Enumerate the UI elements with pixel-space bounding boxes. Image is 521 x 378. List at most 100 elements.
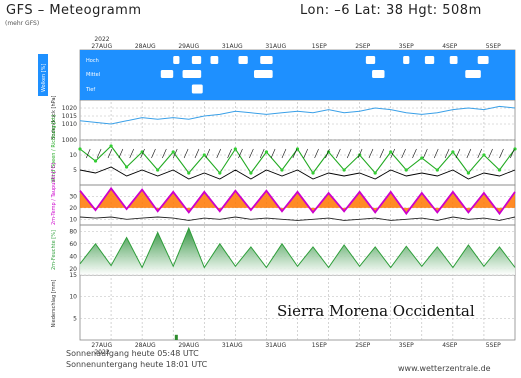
y-tick-humidity: 80 xyxy=(69,228,77,235)
cloud-row-label-mittel: Mittel xyxy=(86,72,100,78)
cloud-block xyxy=(182,70,202,78)
dewpoint-line xyxy=(79,216,516,221)
wind-gust-point xyxy=(78,147,82,151)
wind-barb xyxy=(510,148,515,159)
wind-gust-point xyxy=(404,168,408,172)
date-tick-bottom: 4SEP xyxy=(442,342,457,349)
wind-barb xyxy=(390,148,395,159)
wind-barb xyxy=(194,148,200,159)
cloud-block xyxy=(424,56,435,64)
cloud-sky-background xyxy=(80,50,515,100)
wind-barb xyxy=(303,148,308,159)
wind-barb xyxy=(325,148,330,159)
date-tick-top: 31AUG xyxy=(222,43,243,50)
sunset-text: Sonnenuntergang heute 18:01 UTC xyxy=(66,360,208,369)
date-tick-bottom: 27AUG xyxy=(91,342,112,349)
wind-barb xyxy=(401,148,406,159)
date-tick-top: 27AUG xyxy=(91,43,112,50)
date-tick-top: 2SEP xyxy=(355,43,370,50)
y-tick-pressure: 1020 xyxy=(62,105,77,112)
date-tick-bottom: 5SEP xyxy=(486,342,501,349)
y-tick-humidity: 60 xyxy=(69,241,77,248)
wind-barb xyxy=(466,148,472,159)
date-tick-bottom: 31AUG xyxy=(265,342,286,349)
wind-barb xyxy=(172,148,178,159)
wind-barb xyxy=(216,148,221,159)
date-tick-bottom: 1SEP xyxy=(312,342,327,349)
y-tick-temperature: 10 xyxy=(69,216,77,223)
wind-barb xyxy=(129,148,134,159)
chart-title: GFS – Meteogramm xyxy=(6,3,142,18)
date-tick-top: 31AUG xyxy=(265,43,286,50)
wind-barb xyxy=(379,148,385,159)
axis-label-pressure: Bodendruck [hPa] xyxy=(51,95,57,140)
precipitation-bar xyxy=(174,334,178,340)
date-tick-top: 3SEP xyxy=(399,43,414,50)
y-tick-precipitation: 5 xyxy=(73,315,77,322)
wind-gust-point xyxy=(233,147,237,151)
wind-barb xyxy=(336,148,341,159)
wind-gust-point xyxy=(264,150,269,154)
cloud-block xyxy=(260,56,273,64)
wind-gust-point xyxy=(466,171,470,175)
wind-barb xyxy=(151,148,156,159)
wind-gust-point xyxy=(451,150,455,154)
y-tick-humidity: 20 xyxy=(69,266,77,273)
y-tick-pressure: 1010 xyxy=(62,121,77,128)
wind-mean-line xyxy=(79,166,516,180)
cloud-block xyxy=(465,70,481,78)
date-tick-bottom: 29AUG xyxy=(178,342,199,349)
date-tick-top: 5SEP xyxy=(486,43,501,50)
cloud-block xyxy=(372,70,385,78)
date-tick-top: 1SEP xyxy=(312,43,327,50)
wind-gust-point xyxy=(373,171,377,175)
axis-label-precipitation: Niederschlag [mm] xyxy=(51,280,57,328)
wind-gust-point xyxy=(249,171,253,175)
wind-barb xyxy=(249,148,254,159)
year-label-top: 2022 xyxy=(94,36,109,43)
wind-barb xyxy=(455,148,461,159)
y-tick-temperature: 30 xyxy=(69,193,77,200)
wind-gust-point xyxy=(497,168,502,172)
wind-barb xyxy=(183,148,189,159)
cloud-block xyxy=(449,56,458,64)
cloud-block xyxy=(191,56,202,64)
wind-gust-point xyxy=(482,153,486,157)
wind-gust-point xyxy=(187,171,191,175)
wind-gust-point xyxy=(342,168,346,172)
wind-barb xyxy=(140,148,145,159)
wind-gust-point xyxy=(420,156,424,160)
y-tick-humidity: 40 xyxy=(69,253,77,260)
y-tick-pressure: 1015 xyxy=(62,113,77,120)
wind-gust-point xyxy=(311,171,315,175)
wind-barb xyxy=(357,148,363,159)
date-tick-bottom: 2SEP xyxy=(355,342,370,349)
axis-label-humidity: 2m-Feuchte [%] xyxy=(51,230,57,270)
wind-barb xyxy=(96,148,102,159)
wind-gust-point xyxy=(109,144,113,148)
wind-barb xyxy=(433,148,439,159)
y-tick-temperature: 20 xyxy=(69,205,77,212)
cloud-block xyxy=(160,70,174,78)
date-tick-top: 28AUG xyxy=(135,43,156,50)
y-tick-precipitation: 10 xyxy=(69,294,77,301)
y-tick-precipitation: 15 xyxy=(69,272,77,279)
humidity-line xyxy=(79,226,516,269)
humidity-area xyxy=(80,228,515,275)
wind-barb xyxy=(259,148,265,159)
wind-gust-point xyxy=(156,168,160,172)
wind-barb xyxy=(499,148,504,159)
wind-barb xyxy=(368,148,374,159)
wind-barb xyxy=(270,148,276,159)
date-tick-top: 29AUG xyxy=(178,43,199,50)
wind-gust-point xyxy=(389,150,393,154)
wind-barb xyxy=(281,148,287,159)
wind-gust-point xyxy=(435,168,439,172)
wind-barb xyxy=(85,148,91,159)
wind-barb xyxy=(477,148,482,159)
cloud-block xyxy=(173,56,180,64)
axis-label-wind: Wind Boeen / Richtung [kt] xyxy=(51,115,57,182)
cloud-block xyxy=(477,56,489,64)
cloud-block xyxy=(238,56,248,64)
